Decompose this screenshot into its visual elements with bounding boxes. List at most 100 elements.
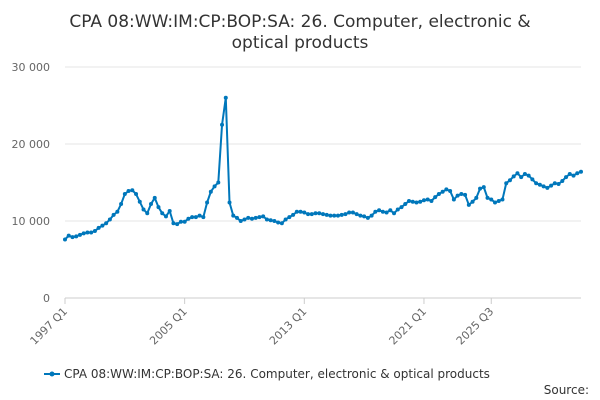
- data-point[interactable]: [410, 199, 415, 204]
- data-point[interactable]: [216, 180, 221, 185]
- data-point[interactable]: [223, 95, 228, 100]
- data-point[interactable]: [478, 186, 483, 191]
- data-point[interactable]: [448, 188, 453, 193]
- data-point[interactable]: [350, 210, 355, 215]
- data-point[interactable]: [208, 189, 213, 194]
- data-point[interactable]: [291, 212, 296, 217]
- data-point[interactable]: [197, 213, 202, 218]
- data-point[interactable]: [272, 219, 277, 223]
- data-point[interactable]: [193, 215, 198, 220]
- data-point[interactable]: [74, 234, 79, 239]
- data-point[interactable]: [70, 235, 75, 240]
- data-point[interactable]: [182, 219, 187, 224]
- data-point[interactable]: [429, 198, 434, 203]
- data-point[interactable]: [395, 207, 400, 212]
- data-point[interactable]: [511, 174, 516, 179]
- data-point[interactable]: [549, 183, 554, 188]
- data-point[interactable]: [328, 213, 333, 218]
- data-point[interactable]: [238, 219, 243, 223]
- data-point[interactable]: [264, 217, 269, 222]
- data-point[interactable]: [575, 171, 580, 176]
- data-point[interactable]: [253, 215, 258, 220]
- data-point[interactable]: [85, 230, 90, 235]
- data-point[interactable]: [369, 213, 374, 218]
- data-point[interactable]: [276, 220, 281, 225]
- data-point[interactable]: [257, 215, 262, 220]
- data-point[interactable]: [63, 237, 67, 242]
- data-point[interactable]: [522, 172, 527, 177]
- data-point[interactable]: [421, 198, 426, 203]
- data-point[interactable]: [579, 169, 583, 174]
- data-point[interactable]: [313, 211, 318, 216]
- data-point[interactable]: [231, 213, 236, 218]
- data-point[interactable]: [246, 215, 251, 220]
- data-point[interactable]: [380, 209, 385, 214]
- data-point[interactable]: [130, 188, 135, 193]
- data-point[interactable]: [567, 172, 572, 177]
- data-point[interactable]: [104, 221, 109, 226]
- data-point[interactable]: [242, 217, 247, 222]
- data-point[interactable]: [339, 212, 344, 217]
- data-point[interactable]: [115, 209, 120, 214]
- data-point[interactable]: [306, 212, 311, 217]
- data-point[interactable]: [459, 192, 464, 197]
- data-point[interactable]: [309, 212, 314, 217]
- data-point[interactable]: [178, 219, 183, 224]
- data-point[interactable]: [335, 213, 340, 218]
- data-point[interactable]: [302, 210, 307, 215]
- data-point[interactable]: [163, 214, 168, 219]
- data-point[interactable]: [433, 195, 438, 200]
- data-point[interactable]: [137, 199, 142, 204]
- data-point[interactable]: [96, 225, 101, 230]
- data-point[interactable]: [365, 215, 370, 220]
- data-point[interactable]: [485, 195, 490, 200]
- data-point[interactable]: [526, 173, 531, 178]
- data-point[interactable]: [384, 210, 389, 215]
- legend[interactable]: CPA 08:WW:IM:CP:BOP:SA: 26. Computer, el…: [44, 367, 490, 381]
- data-point[interactable]: [556, 182, 561, 187]
- data-point[interactable]: [145, 211, 150, 216]
- data-point[interactable]: [552, 181, 557, 186]
- data-point[interactable]: [343, 212, 348, 217]
- data-point[interactable]: [399, 205, 404, 210]
- data-point[interactable]: [126, 188, 131, 193]
- data-point[interactable]: [167, 208, 172, 213]
- data-point[interactable]: [530, 177, 535, 182]
- data-point[interactable]: [268, 218, 273, 223]
- data-point[interactable]: [283, 217, 288, 222]
- data-point[interactable]: [324, 212, 329, 217]
- data-point[interactable]: [171, 221, 176, 226]
- data-point[interactable]: [107, 217, 112, 222]
- data-point[interactable]: [541, 184, 546, 189]
- data-point[interactable]: [545, 185, 550, 190]
- data-point[interactable]: [201, 215, 206, 220]
- data-point[interactable]: [149, 202, 153, 207]
- data-point[interactable]: [152, 195, 157, 200]
- data-point[interactable]: [560, 178, 565, 183]
- data-point[interactable]: [451, 197, 456, 202]
- data-point[interactable]: [500, 197, 505, 202]
- data-point[interactable]: [414, 200, 419, 205]
- data-point[interactable]: [564, 175, 569, 180]
- data-point[interactable]: [235, 215, 239, 220]
- data-point[interactable]: [156, 205, 161, 210]
- data-point[interactable]: [463, 192, 468, 197]
- data-point[interactable]: [190, 215, 195, 220]
- data-point[interactable]: [537, 182, 542, 187]
- data-point[interactable]: [249, 216, 254, 221]
- data-point[interactable]: [377, 208, 382, 213]
- data-point[interactable]: [519, 175, 524, 180]
- data-point[interactable]: [504, 181, 509, 186]
- data-point[interactable]: [77, 232, 82, 237]
- data-point[interactable]: [507, 178, 512, 183]
- data-point[interactable]: [160, 211, 165, 216]
- data-point[interactable]: [425, 197, 430, 202]
- data-point[interactable]: [321, 212, 325, 217]
- data-point[interactable]: [470, 199, 475, 204]
- data-point[interactable]: [317, 211, 322, 216]
- data-point[interactable]: [141, 207, 146, 212]
- data-point[interactable]: [261, 214, 266, 219]
- data-point[interactable]: [436, 192, 441, 197]
- data-point[interactable]: [571, 173, 576, 178]
- data-point[interactable]: [81, 231, 86, 236]
